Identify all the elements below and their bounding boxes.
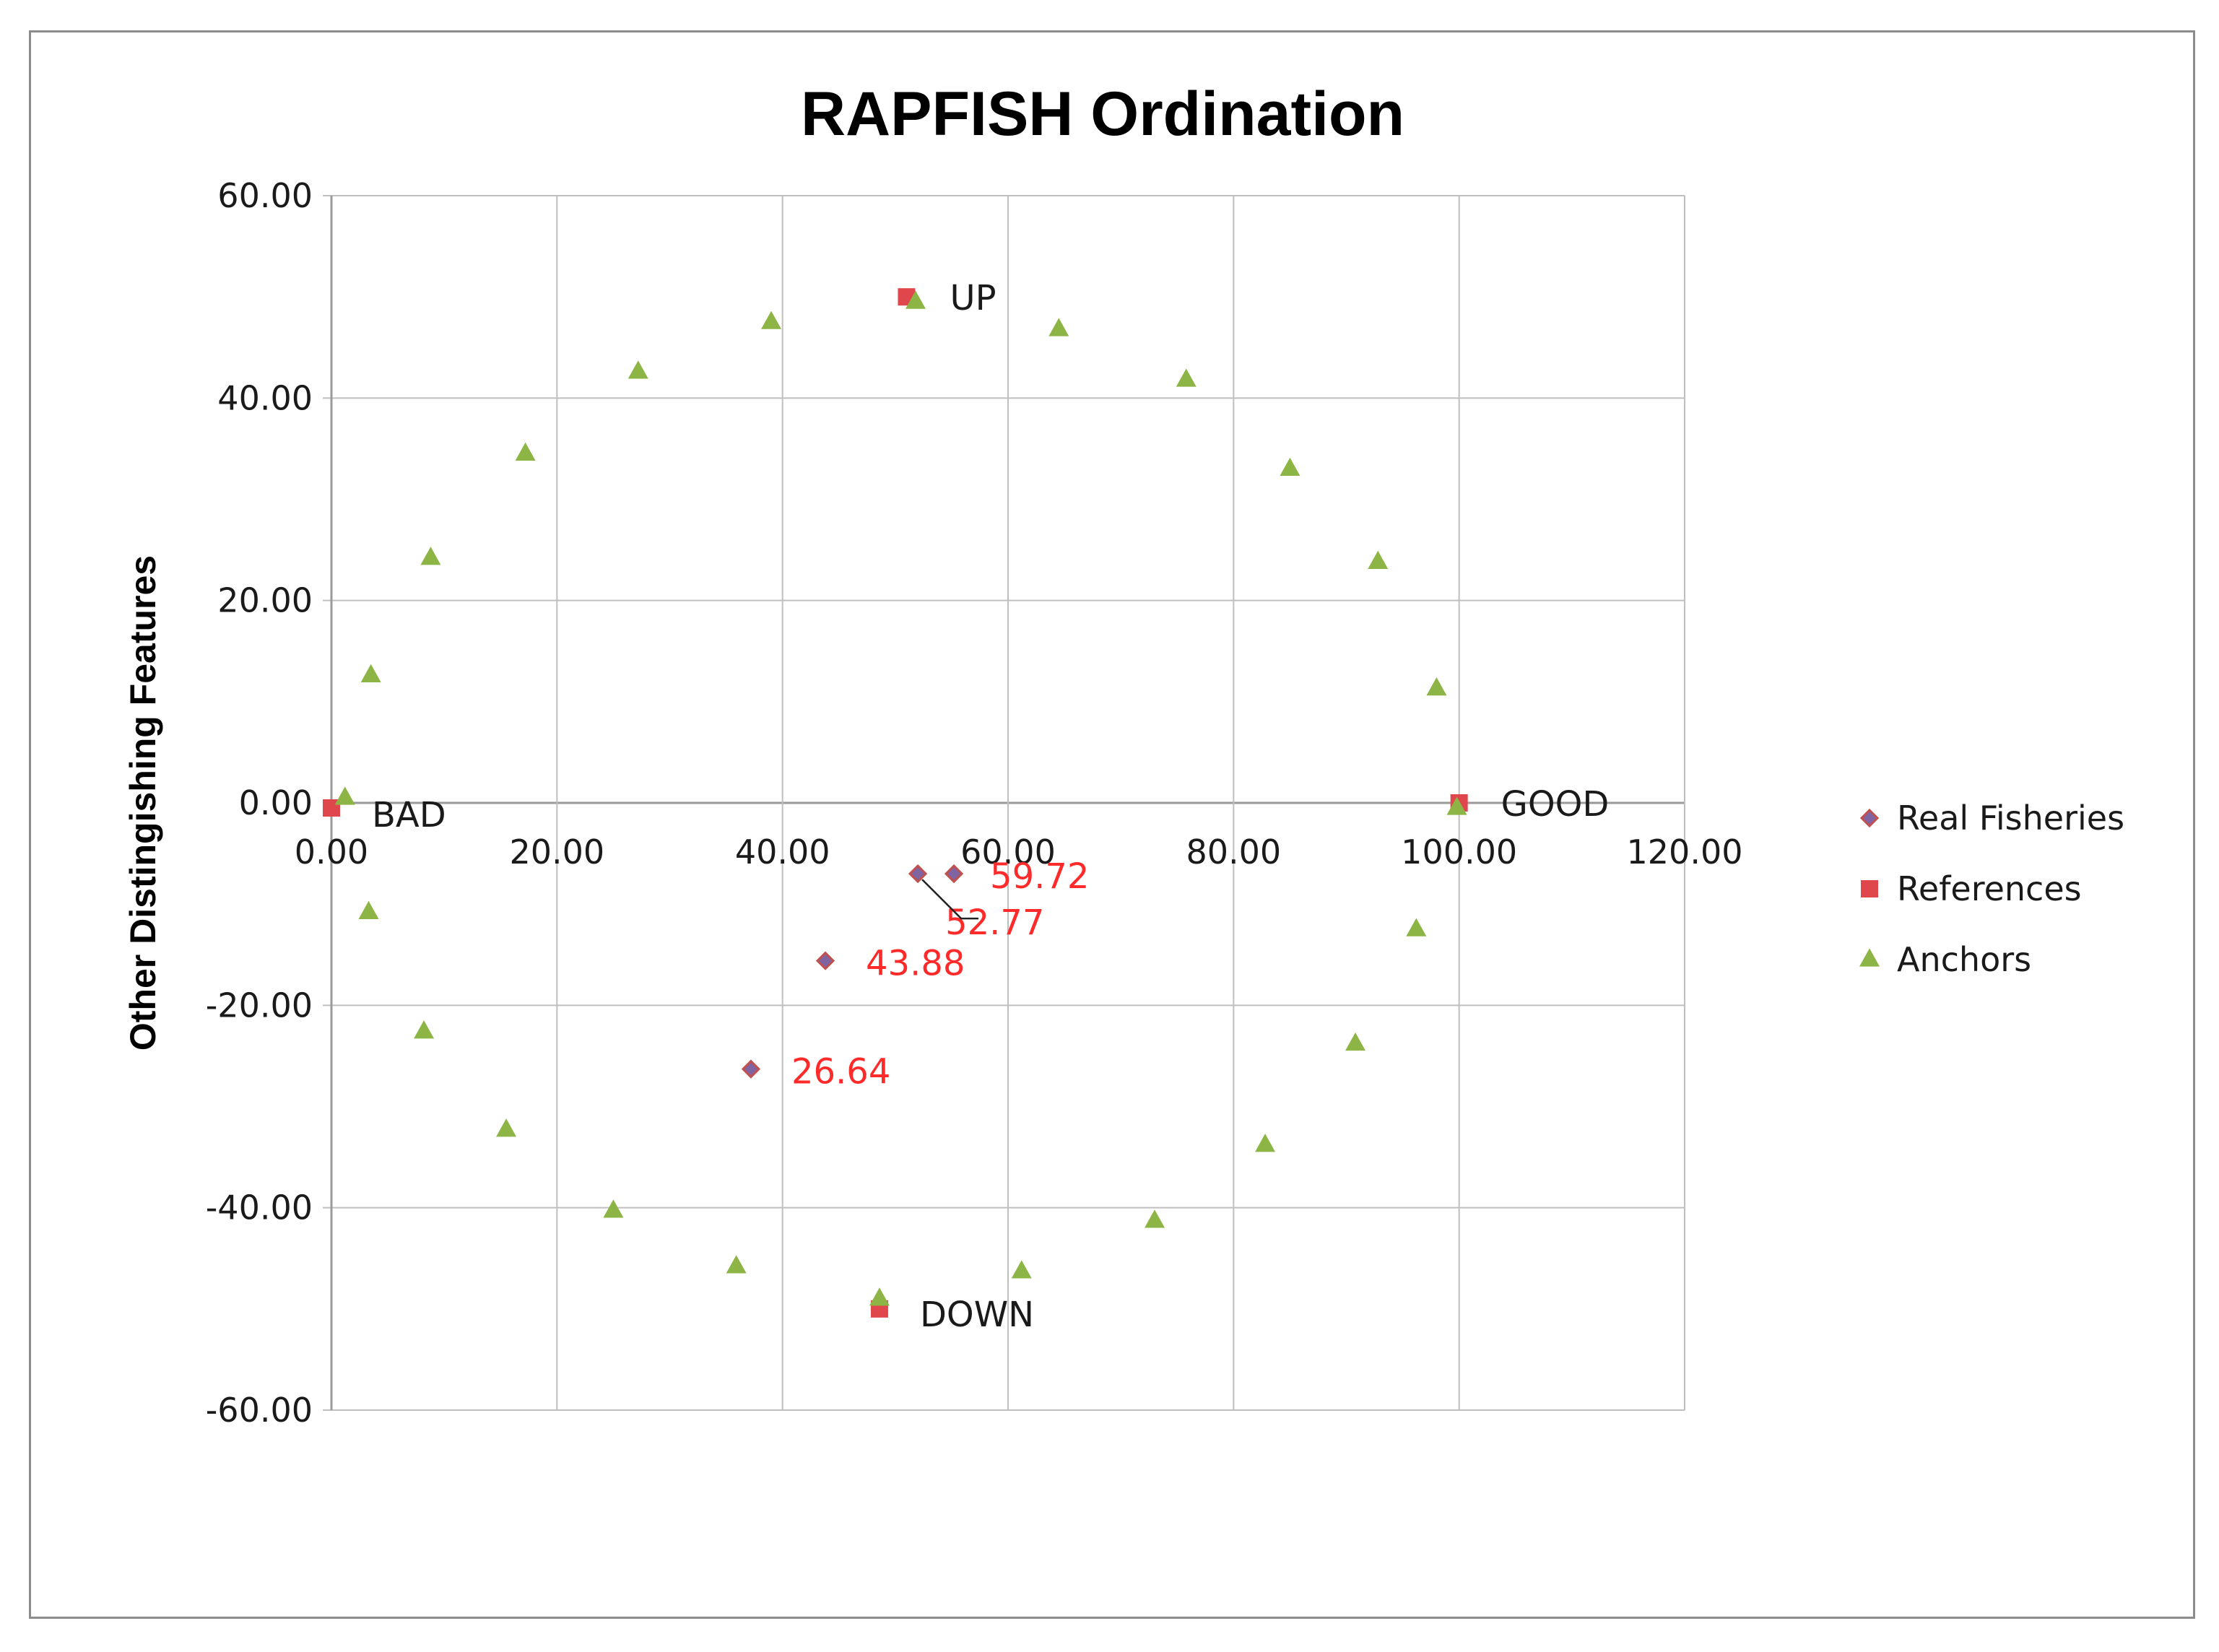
- anchor-point: [1446, 796, 1467, 815]
- anchor-point: [358, 900, 379, 919]
- reference-label: BAD: [372, 795, 446, 835]
- real-fishery-point: [944, 864, 964, 884]
- anchor-point: [1255, 1134, 1276, 1152]
- data-label: 43.88: [866, 944, 965, 984]
- anchor-point: [334, 786, 355, 805]
- x-tick-label: 100.00: [1401, 832, 1517, 871]
- anchor-point: [420, 547, 441, 565]
- data-label: 26.64: [791, 1052, 890, 1092]
- anchor-point: [603, 1199, 624, 1218]
- marks-layer: [323, 288, 1468, 1318]
- legend-label-anchors: Anchors: [1897, 940, 2031, 979]
- real-fishery-point: [815, 951, 835, 970]
- real-fishery-point: [741, 1059, 761, 1079]
- anchor-point: [1176, 368, 1197, 387]
- y-tick-label: -40.00: [206, 1188, 313, 1227]
- anchor-point: [1280, 457, 1300, 477]
- reference-label: GOOD: [1501, 784, 1610, 825]
- x-tick-label: 0.00: [295, 832, 368, 871]
- reference-label: UP: [950, 278, 996, 318]
- y-tick-label: 0.00: [239, 783, 313, 822]
- y-axis-label: Other Distingishing Features: [123, 555, 163, 1051]
- tick-layer: 60.00 40.00 20.00 0.00 -20.00 -40.00 -60.00 0.0…: [206, 176, 1743, 1430]
- anchor-point: [905, 290, 926, 309]
- data-label: 52.77: [945, 903, 1044, 943]
- chart-svg: RAPFISH Ordination 60.00 40.00 20.00 0.00 -2…: [123, 79, 2124, 1430]
- anchor-point: [1011, 1260, 1032, 1279]
- y-tick-label: -60.00: [206, 1391, 313, 1430]
- real-fishery-point: [908, 864, 928, 884]
- anchor-point: [1368, 550, 1389, 569]
- reference-label: DOWN: [920, 1295, 1034, 1335]
- legend-label-real-fisheries: Real Fisheries: [1897, 799, 2124, 838]
- anchor-point: [496, 1118, 517, 1137]
- anchor-point: [1406, 918, 1427, 936]
- anchor-point: [628, 360, 648, 379]
- anchor-point: [360, 664, 381, 682]
- y-tick-label: -20.00: [206, 986, 313, 1025]
- anchor-point: [726, 1255, 747, 1274]
- legend-swatch-references: [1861, 880, 1878, 897]
- anchor-point: [1345, 1032, 1365, 1051]
- x-tick-label: 120.00: [1627, 832, 1743, 871]
- anchor-point: [1145, 1209, 1165, 1228]
- anchor-point: [414, 1020, 435, 1039]
- anchor-point: [869, 1287, 890, 1306]
- chart-title: RAPFISH Ordination: [801, 79, 1404, 149]
- chart-frame: RAPFISH Ordination 60.00 40.00 20.00 0.00 -2…: [29, 30, 2195, 1619]
- legend-swatch-anchors: [1859, 948, 1880, 967]
- x-tick-label: 20.00: [509, 832, 604, 871]
- data-label-leader-line: [921, 879, 979, 920]
- anchor-point: [1048, 318, 1069, 336]
- x-tick-label: 40.00: [735, 832, 830, 871]
- y-tick-label: 40.00: [217, 378, 313, 417]
- legend-label-references: References: [1897, 869, 2082, 908]
- data-label: 59.72: [990, 856, 1089, 897]
- anchor-point: [1426, 677, 1447, 696]
- legend: Real Fisheries References Anchors: [1859, 799, 2124, 979]
- y-tick-label: 60.00: [217, 176, 313, 215]
- x-tick-label: 60.00: [960, 832, 1056, 871]
- grid-layer: [323, 195, 1685, 1411]
- x-tick-label: 80.00: [1186, 832, 1281, 871]
- anchor-point: [761, 310, 782, 329]
- y-tick-label: 20.00: [217, 581, 313, 620]
- anchor-point: [515, 442, 536, 461]
- legend-swatch-real-fisheries: [1859, 808, 1880, 828]
